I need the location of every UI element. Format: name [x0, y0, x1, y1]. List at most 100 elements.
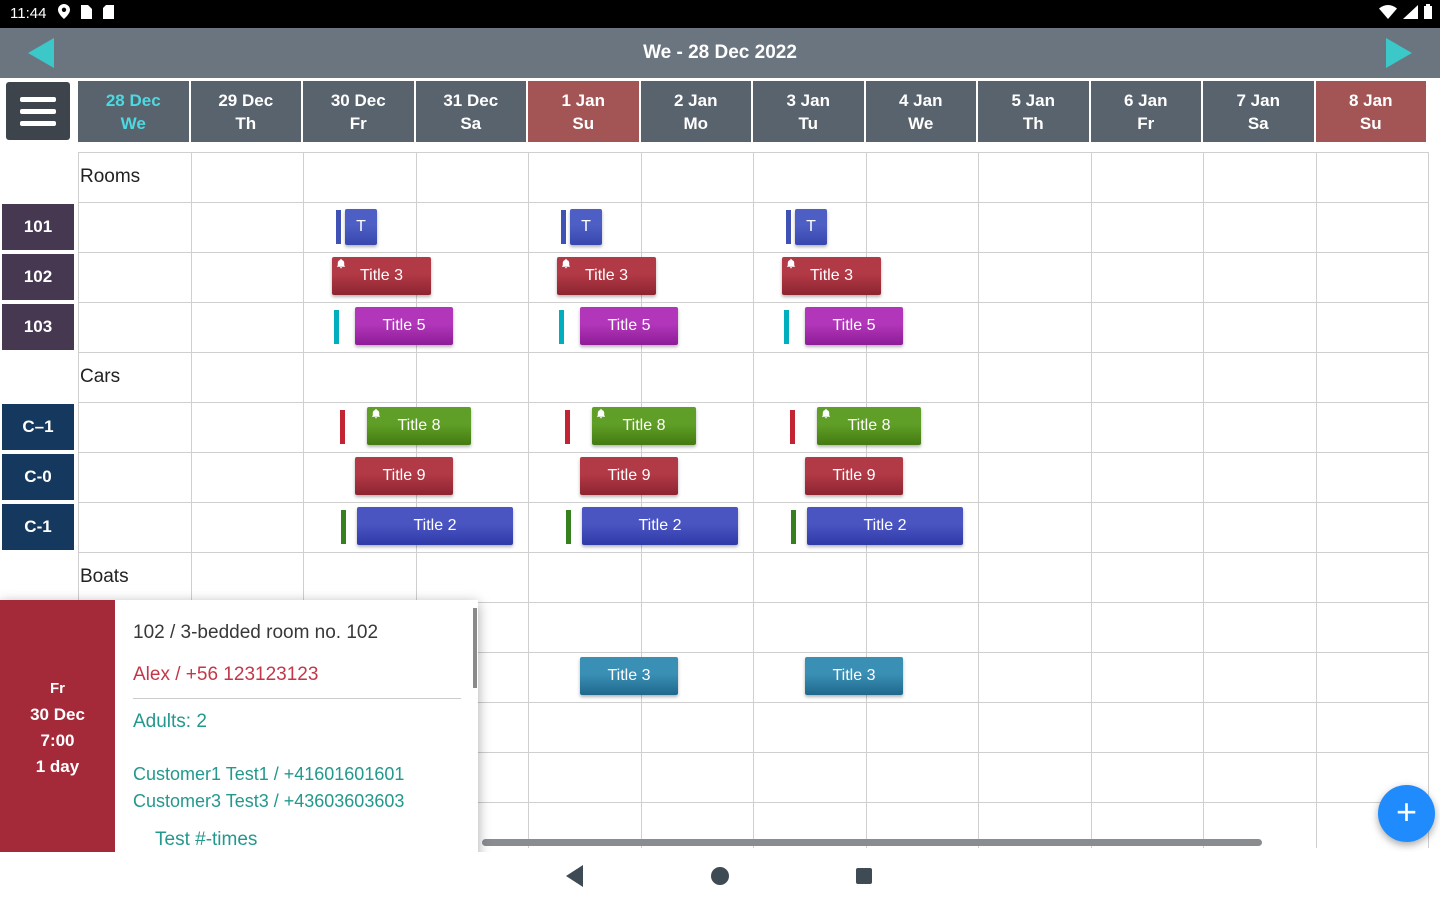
date-header-4-jan[interactable]: 4 Jan We: [865, 81, 976, 142]
booking-title2-marker: [791, 510, 796, 544]
signal-icon: [1403, 4, 1418, 24]
booking-popup[interactable]: Fr 30 Dec 7:00 1 day 102 / 3-bedded room…: [0, 600, 478, 868]
booking-title5[interactable]: Title 5: [355, 307, 453, 345]
booking-t[interactable]: T: [570, 209, 602, 245]
booking-title3-room[interactable]: Title 3: [782, 257, 881, 295]
booking-title9-label: Title 9: [832, 467, 876, 484]
booking-t[interactable]: T: [795, 209, 827, 245]
date-header-1-jan[interactable]: 1 Jan Su: [528, 81, 639, 142]
grid-vline: [415, 152, 417, 848]
date-header-2-jan[interactable]: 2 Jan Mo: [640, 81, 751, 142]
booking-title2[interactable]: Title 2: [582, 507, 738, 545]
resource-label-103[interactable]: 103: [2, 304, 74, 350]
date-header-7-jan[interactable]: 7 Jan Sa: [1203, 81, 1314, 142]
popup-contact: Alex / +56 123123123: [133, 664, 319, 685]
grid-hline: [78, 302, 1428, 303]
popup-duration: 1 day: [35, 757, 80, 776]
resource-label-102[interactable]: 102: [2, 254, 74, 300]
grid-vline: [1315, 152, 1317, 848]
next-day-button[interactable]: [1386, 38, 1412, 68]
date-header-31-dec[interactable]: 31 Dec Sa: [415, 81, 526, 142]
booking-title2[interactable]: Title 2: [357, 507, 513, 545]
grid-hline: [78, 202, 1428, 203]
recents-icon[interactable]: [856, 868, 872, 884]
booking-title9[interactable]: Title 9: [580, 457, 678, 495]
booking-title3-boat-label: Title 3: [607, 667, 651, 684]
hamburger-icon: [20, 96, 56, 102]
battery-icon: [1424, 4, 1432, 24]
sim-icon: [103, 4, 114, 24]
bell-icon: [820, 408, 832, 420]
resource-label-101[interactable]: 101: [2, 204, 74, 250]
booking-title5-label: Title 5: [607, 317, 651, 334]
horizontal-scrollbar[interactable]: [482, 839, 1262, 846]
status-time: 11:44: [10, 5, 47, 22]
booking-t[interactable]: T: [345, 209, 377, 245]
resource-label-C-1[interactable]: C-1: [2, 504, 74, 550]
grid-vline: [78, 152, 79, 848]
popup-customer-2: Customer3 Test3 / +43603603603: [133, 791, 405, 811]
booking-title8-label: Title 8: [847, 417, 891, 434]
booking-title3-room-label: Title 3: [585, 267, 628, 284]
android-nav-bar: [0, 852, 1440, 900]
booking-title8[interactable]: Title 8: [367, 407, 471, 445]
booking-title9[interactable]: Title 9: [355, 457, 453, 495]
grid-hline: [78, 552, 1428, 553]
grid-vline: [528, 152, 529, 848]
date-header-28-dec[interactable]: 28 Dec We: [78, 81, 189, 142]
booking-title3-boat[interactable]: Title 3: [580, 657, 678, 695]
booking-title8-label: Title 8: [397, 417, 441, 434]
grid-hline: [78, 352, 1428, 353]
bell-icon: [595, 408, 607, 420]
popup-divider: [133, 698, 461, 699]
resource-label-C–1[interactable]: C–1: [2, 404, 74, 450]
file-icon: [81, 4, 92, 24]
booking-title2[interactable]: Title 2: [807, 507, 963, 545]
bell-icon: [335, 258, 347, 270]
booking-title5-marker: [559, 310, 564, 344]
booking-title8-marker: [790, 410, 795, 444]
date-header-3-jan[interactable]: 3 Jan Tu: [753, 81, 864, 142]
booking-title9[interactable]: Title 9: [805, 457, 903, 495]
popup-note: Test #-times: [155, 829, 258, 850]
date-header-30-dec[interactable]: 30 Dec Fr: [303, 81, 414, 142]
booking-title5[interactable]: Title 5: [805, 307, 903, 345]
booking-title8-marker: [340, 410, 345, 444]
grid-vline: [190, 152, 192, 848]
booking-title3-room[interactable]: Title 3: [332, 257, 431, 295]
home-icon[interactable]: [711, 867, 729, 885]
grid-hline: [78, 402, 1428, 403]
date-header-row: 28 Dec We 29 Dec Th 30 Dec Fr 31 Dec Sa 1 Jan Su 2…: [78, 81, 1428, 142]
booking-title3-boat-label: Title 3: [832, 667, 876, 684]
booking-title9-label: Title 9: [382, 467, 426, 484]
booking-title8[interactable]: Title 8: [592, 407, 696, 445]
booking-title8[interactable]: Title 8: [817, 407, 921, 445]
grid-hline: [78, 152, 1428, 153]
grid-vline: [978, 152, 979, 848]
booking-title2-label: Title 2: [413, 517, 457, 534]
booking-title3-boat[interactable]: Title 3: [805, 657, 903, 695]
grid-vline: [1428, 152, 1429, 848]
menu-button[interactable]: [6, 82, 70, 140]
popup-scrollbar[interactable]: [473, 608, 477, 688]
popup-room-title: 102 / 3-bedded room no. 102: [133, 622, 379, 643]
date-header-6-jan[interactable]: 6 Jan Fr: [1090, 81, 1201, 142]
date-header-5-jan[interactable]: 5 Jan Th: [978, 81, 1089, 142]
booking-title3-room-label: Title 3: [360, 267, 403, 284]
booking-title9-label: Title 9: [607, 467, 651, 484]
popup-date: 30 Dec: [30, 705, 85, 724]
booking-t-marker: [786, 210, 791, 244]
booking-t-label: T: [806, 218, 816, 235]
prev-day-button[interactable]: [28, 38, 54, 68]
date-header-8-jan[interactable]: 8 Jan Su: [1315, 81, 1426, 142]
booking-title3-room[interactable]: Title 3: [557, 257, 656, 295]
resource-label-C-0[interactable]: C-0: [2, 454, 74, 500]
back-icon[interactable]: [566, 865, 583, 887]
booking-popup-date-panel: Fr 30 Dec 7:00 1 day: [0, 600, 115, 868]
date-header-29-dec[interactable]: 29 Dec Th: [190, 81, 301, 142]
grid-hline: [78, 452, 1428, 453]
grid-hline: [78, 502, 1428, 503]
booking-title5[interactable]: Title 5: [580, 307, 678, 345]
status-bar: 11:44: [0, 0, 1440, 28]
add-booking-button[interactable]: +: [1378, 785, 1435, 842]
